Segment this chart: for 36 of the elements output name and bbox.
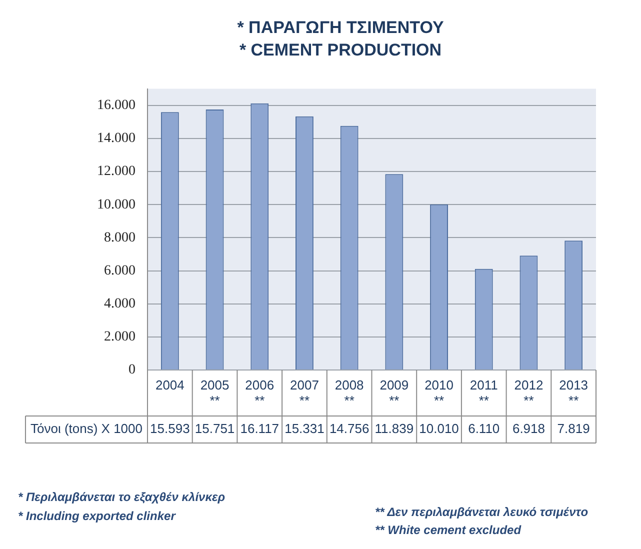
y-tick-label: 12.000 (97, 164, 136, 180)
x-tick-label: 2011 ** (470, 377, 498, 408)
text: * Including exported clinker (18, 509, 176, 523)
data-label: 15.751 (194, 421, 235, 436)
x-tick-label: 2004 (155, 377, 184, 392)
x-tick-label: 2007 ** (290, 377, 319, 408)
data-label: 16.117 (240, 421, 280, 436)
data-label: 6.110 (468, 421, 500, 436)
text: * Περιλαμβάνεται το εξαχθέν κλίνκερ (18, 490, 225, 504)
x-tick-label: 2010 ** (424, 377, 454, 408)
text: Τόνοι (tons) X 1000 (30, 421, 143, 436)
y-tick-label: 14.000 (97, 131, 136, 146)
data-label: 6.918 (512, 421, 545, 436)
y-tick-label: 8.000 (104, 230, 136, 246)
y-tick-label: 10.000 (97, 197, 136, 212)
data-label: 15.593 (150, 421, 190, 436)
text: ** White cement excluded (375, 523, 522, 537)
y-tick-label: 6.000 (104, 263, 136, 278)
data-label: 10.010 (419, 421, 459, 436)
data-label: 11.839 (374, 421, 414, 436)
x-tick-label: 2005 ** (200, 377, 230, 408)
data-label: 15.331 (284, 421, 324, 436)
x-tick-label: 2009 ** (380, 377, 409, 408)
chart-subtitle: * CEMENT PRODUCTION (239, 40, 442, 60)
text: ** Δεν περιλαμβάνεται λευκό τσιμέντο (375, 505, 588, 519)
chart-title: * ΠΑΡΑΓΩΓΗ ΤΣΙΜΕΝΤΟΥ (237, 18, 444, 37)
y-tick-label: 16.000 (97, 98, 136, 114)
y-tick-label: 0 (128, 362, 136, 378)
x-tick-label: 2008 ** (334, 377, 364, 408)
y-tick-label: 2.000 (104, 330, 136, 345)
x-tick-label: 2013 ** (559, 377, 588, 408)
data-label: 7.819 (557, 421, 590, 436)
y-tick-label: 4.000 (104, 296, 136, 312)
x-tick-label: 2012 ** (514, 377, 544, 408)
data-label: 14.756 (329, 421, 370, 436)
x-tick-label: 2006 ** (245, 377, 274, 408)
